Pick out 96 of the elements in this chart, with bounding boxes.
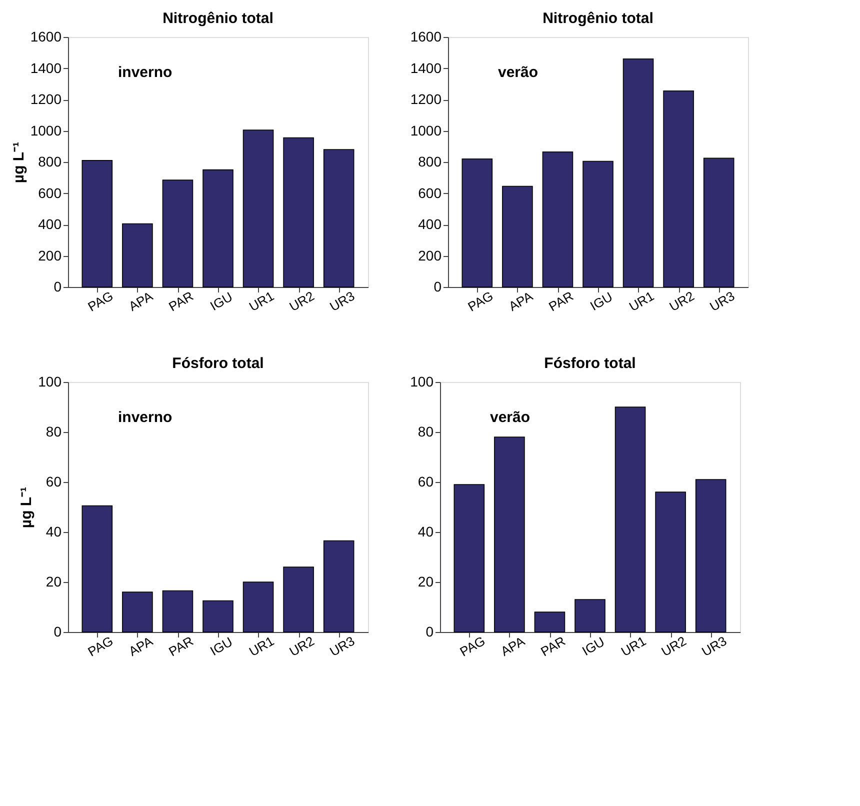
x-tick-label: UR2 bbox=[666, 288, 697, 314]
chart-title: Fósforo total bbox=[172, 355, 264, 372]
y-tick-label: 100 bbox=[38, 374, 62, 390]
bar bbox=[162, 180, 194, 288]
bar bbox=[283, 566, 314, 632]
bar bbox=[502, 186, 533, 288]
y-tick-label: 800 bbox=[38, 154, 62, 170]
y-tick-label: 80 bbox=[418, 424, 434, 440]
x-tick-label: UR2 bbox=[286, 633, 317, 660]
x-tick-label: PAG bbox=[85, 288, 116, 314]
bar bbox=[542, 151, 574, 288]
y-tick-label: 0 bbox=[54, 278, 62, 294]
annotation: verão bbox=[498, 64, 538, 81]
bar bbox=[323, 149, 354, 288]
bar bbox=[574, 599, 606, 632]
bar bbox=[582, 160, 614, 288]
chart-title: Fósforo total bbox=[544, 355, 636, 372]
bar bbox=[695, 479, 726, 632]
x-tick-label: IGU bbox=[587, 288, 616, 314]
x-tick-label: UR1 bbox=[626, 288, 657, 314]
bar bbox=[614, 406, 646, 632]
y-tick-label: 40 bbox=[46, 524, 62, 540]
bar bbox=[622, 58, 654, 288]
bar bbox=[82, 160, 113, 288]
x-tick-label: UR3 bbox=[699, 633, 730, 660]
bar bbox=[454, 484, 485, 632]
x-tick-label: APA bbox=[498, 633, 528, 660]
x-tick-label: UR1 bbox=[246, 633, 277, 660]
y-tick-label: 0 bbox=[426, 624, 434, 640]
y-tick-label: 1400 bbox=[410, 60, 442, 76]
x-tick-label: PAG bbox=[465, 288, 496, 314]
y-tick-label: 200 bbox=[418, 247, 442, 264]
x-tick-label: UR1 bbox=[618, 633, 649, 660]
annotation: verão bbox=[490, 409, 530, 426]
x-tick-label: UR2 bbox=[658, 633, 689, 660]
x-tick-label: UR3 bbox=[707, 288, 738, 314]
annotation: inverno bbox=[118, 64, 172, 81]
y-axis-title: µg L⁻¹ bbox=[18, 486, 36, 528]
y-tick-label: 1200 bbox=[410, 91, 442, 107]
y-tick-label: 1200 bbox=[30, 91, 62, 107]
y-tick-label: 0 bbox=[434, 278, 442, 294]
x-tick-label: PAR bbox=[166, 288, 196, 314]
x-tick-label: IGU bbox=[579, 634, 608, 659]
y-axis-title: µg L⁻¹ bbox=[10, 142, 28, 184]
y-tick-label: 200 bbox=[38, 247, 62, 264]
bar bbox=[655, 492, 686, 632]
bar bbox=[122, 223, 153, 288]
y-tick-label: 600 bbox=[418, 184, 442, 201]
x-tick-label: UR3 bbox=[327, 288, 358, 314]
bar bbox=[202, 169, 234, 288]
bar bbox=[323, 540, 354, 632]
bar bbox=[162, 590, 194, 632]
y-tick-label: 1400 bbox=[30, 60, 62, 76]
annotation: inverno bbox=[118, 409, 172, 426]
x-tick-label: PAR bbox=[166, 633, 196, 660]
y-tick-label: 400 bbox=[38, 216, 62, 232]
x-tick-label: IGU bbox=[207, 634, 236, 659]
x-tick-label: APA bbox=[126, 633, 156, 660]
bar bbox=[242, 582, 274, 632]
bar bbox=[534, 612, 566, 632]
x-tick-label: UR1 bbox=[246, 288, 277, 314]
bar bbox=[242, 130, 274, 288]
bar bbox=[122, 592, 153, 632]
y-tick-label: 400 bbox=[418, 216, 442, 232]
x-tick-label: PAG bbox=[457, 633, 488, 660]
y-tick-label: 1000 bbox=[30, 122, 62, 138]
x-tick-label: UR2 bbox=[286, 288, 317, 314]
y-tick-label: 60 bbox=[46, 474, 62, 490]
y-tick-label: 800 bbox=[418, 154, 442, 170]
chart-title: Nitrogênio total bbox=[542, 10, 654, 27]
x-tick-label: IGU bbox=[207, 288, 236, 314]
y-tick-label: 1600 bbox=[410, 28, 442, 44]
y-tick-label: 1000 bbox=[410, 122, 442, 138]
x-tick-label: PAR bbox=[538, 633, 568, 660]
y-tick-label: 20 bbox=[46, 574, 62, 590]
bar bbox=[462, 158, 493, 288]
y-tick-label: 60 bbox=[418, 474, 434, 490]
bar bbox=[663, 90, 694, 288]
y-tick-label: 600 bbox=[38, 184, 62, 201]
x-tick-label: PAG bbox=[85, 633, 116, 660]
chart-title: Nitrogênio total bbox=[162, 10, 274, 27]
bar bbox=[703, 158, 734, 288]
x-tick-label: APA bbox=[126, 288, 156, 314]
bar bbox=[202, 600, 234, 632]
y-tick-label: 80 bbox=[46, 424, 62, 440]
bar bbox=[82, 505, 113, 632]
y-tick-label: 100 bbox=[410, 374, 434, 390]
x-tick-label: UR3 bbox=[327, 633, 358, 660]
y-tick-label: 20 bbox=[418, 574, 434, 590]
bar bbox=[283, 137, 314, 288]
y-tick-label: 0 bbox=[54, 624, 62, 640]
bar bbox=[494, 436, 525, 632]
x-tick-label: APA bbox=[506, 288, 536, 314]
y-tick-label: 40 bbox=[418, 524, 434, 540]
x-tick-label: PAR bbox=[546, 288, 576, 314]
y-tick-label: 1600 bbox=[30, 28, 62, 44]
